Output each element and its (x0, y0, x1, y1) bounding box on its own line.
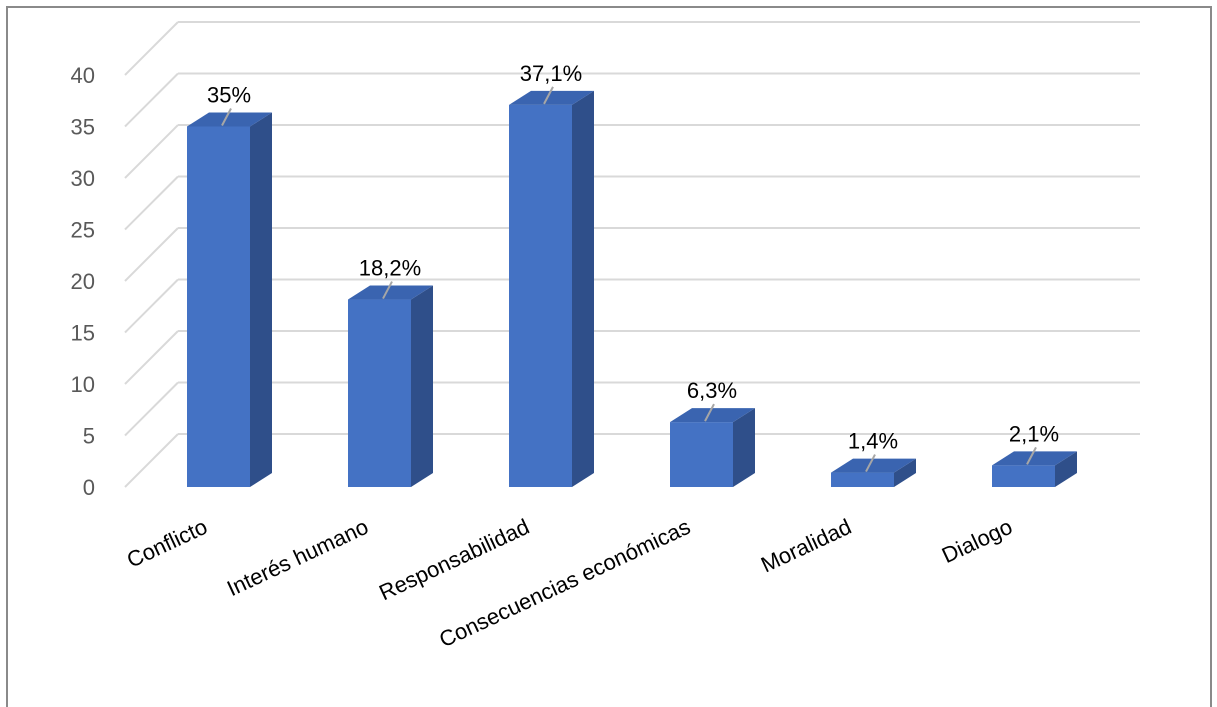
category-label: Interés humano (223, 514, 372, 601)
gridline-diagonal (124, 124, 179, 179)
bar-side (733, 408, 755, 487)
category-label: Moralidad (757, 514, 855, 577)
bar (187, 126, 250, 487)
bar-top (670, 408, 755, 423)
bar (831, 472, 894, 487)
data-label: 37,1% (520, 61, 582, 86)
gridline-diagonal (124, 21, 179, 76)
data-label-leader (221, 108, 232, 126)
y-tick-label: 0 (83, 475, 95, 500)
y-tick-label: 30 (71, 166, 95, 191)
data-label-leader (704, 403, 715, 422)
bar-side (1055, 451, 1077, 487)
data-label-leader (865, 454, 876, 473)
bar-top (348, 285, 433, 300)
bar-top (187, 112, 272, 127)
y-tick-label: 5 (83, 424, 95, 449)
bar-top (831, 458, 916, 473)
data-label-leader (1026, 446, 1037, 465)
bar-side (572, 90, 594, 488)
category-label: Responsabilidad (375, 514, 533, 605)
gridline-diagonal (124, 175, 179, 231)
y-tick-label: 40 (71, 63, 95, 88)
category-label: Dialogo (938, 514, 1016, 568)
gridline-diagonal (124, 227, 179, 282)
y-tick-label: 10 (71, 372, 95, 397)
data-label: 35% (207, 83, 251, 108)
data-label: 6,3% (687, 378, 737, 403)
bar-top (992, 451, 1077, 466)
y-tick-label: 35 (71, 115, 95, 140)
bar (348, 299, 411, 487)
gridline-diagonal (124, 433, 179, 488)
gridline-diagonal (124, 278, 179, 334)
bar-side (894, 458, 916, 487)
y-tick-label: 25 (71, 218, 95, 243)
data-label-leader (382, 281, 393, 300)
bar (670, 422, 733, 487)
bar (509, 104, 572, 488)
gridline-diagonal (124, 381, 179, 437)
data-label: 18,2% (359, 256, 421, 281)
gridline-diagonal (124, 330, 179, 385)
data-label: 1,4% (848, 429, 898, 454)
data-label: 2,1% (1009, 421, 1059, 446)
category-label: Conflicto (123, 514, 211, 573)
data-label-leader (543, 86, 554, 105)
y-tick-label: 15 (71, 321, 95, 346)
category-label: Consecuencias económicas (435, 514, 694, 652)
bar-side (250, 112, 272, 487)
gridline-diagonal (124, 72, 179, 128)
y-tick-label: 20 (71, 269, 95, 294)
bar-side (411, 285, 433, 487)
bar-top (509, 90, 594, 105)
bar (992, 465, 1055, 487)
